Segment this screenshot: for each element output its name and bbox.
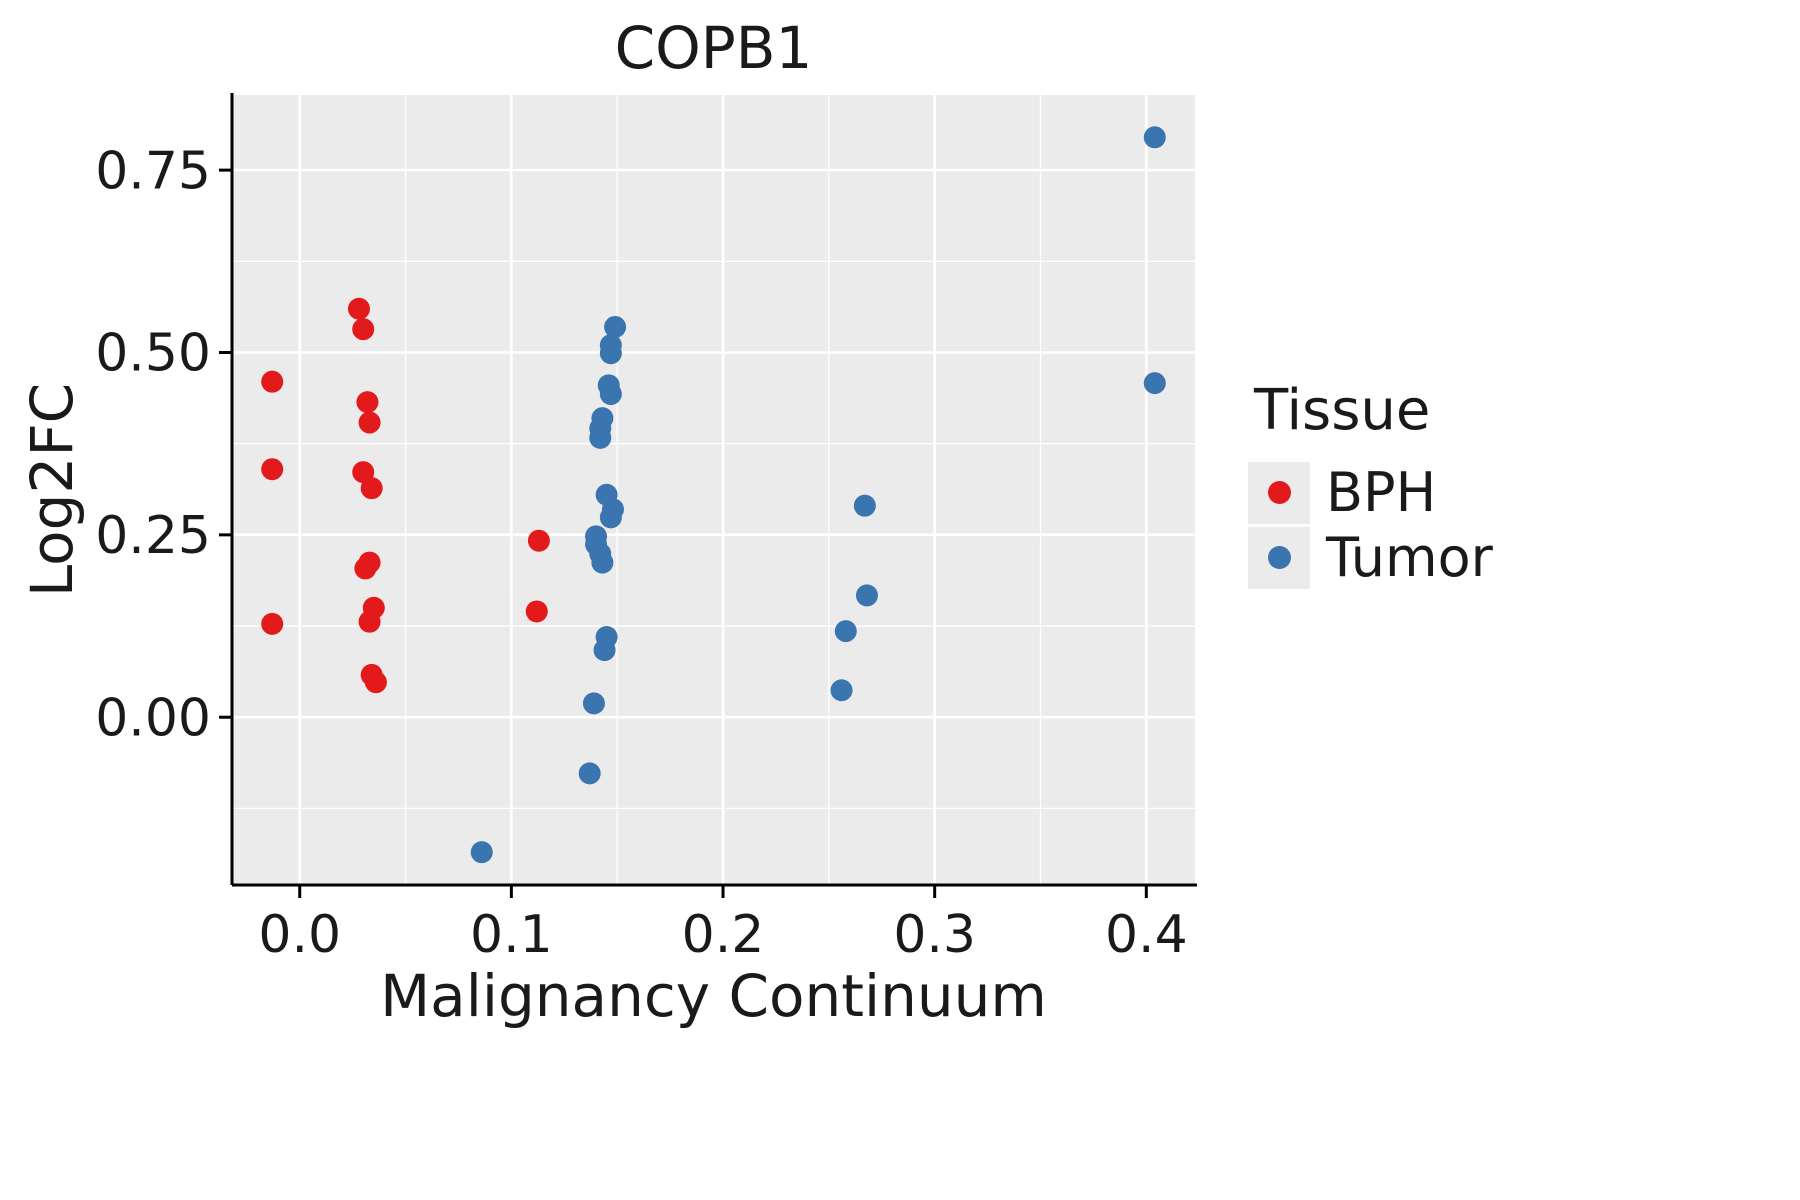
chart-title: COPB1	[614, 14, 813, 82]
data-point-tumor	[830, 679, 853, 702]
data-point-bph	[261, 370, 284, 393]
y-tick-label: 0.50	[95, 324, 211, 384]
data-point-bph	[358, 411, 381, 434]
x-axis-title: Malignancy Continuum	[380, 962, 1047, 1030]
data-point-tumor	[1143, 126, 1166, 149]
bph-point-icon	[1267, 481, 1291, 504]
x-tick-label: 0.0	[258, 905, 341, 965]
data-point-tumor	[599, 342, 622, 365]
data-point-bph	[352, 318, 375, 341]
data-point-tumor	[599, 506, 622, 529]
data-point-bph	[364, 671, 387, 694]
data-point-tumor	[855, 584, 878, 607]
x-tick-label: 0.1	[470, 905, 553, 965]
data-point-bph	[261, 458, 284, 481]
y-tick-label: 0.25	[95, 506, 211, 566]
data-point-bph	[525, 600, 548, 623]
data-point-bph	[527, 529, 550, 552]
data-point-tumor	[853, 494, 876, 517]
data-point-tumor	[591, 551, 614, 574]
x-tick-label: 0.4	[1105, 905, 1188, 965]
data-point-bph	[347, 297, 370, 320]
data-point-tumor	[834, 620, 857, 643]
data-point-tumor	[599, 383, 622, 406]
data-point-tumor	[593, 639, 616, 662]
y-axis-title: Log2FC	[18, 382, 86, 598]
data-point-bph	[360, 477, 383, 500]
y-tick-label: 0.75	[95, 141, 211, 201]
data-point-tumor	[604, 315, 627, 338]
plot-panel	[232, 95, 1195, 885]
data-point-bph	[261, 612, 284, 635]
data-point-tumor	[578, 762, 601, 785]
data-point-bph	[358, 610, 381, 633]
legend-entry-bph: BPH	[1248, 461, 1493, 524]
x-tick-label: 0.3	[893, 905, 976, 965]
legend-key	[1248, 461, 1310, 524]
legend-label: BPH	[1326, 461, 1437, 524]
legend-title: Tissue	[1254, 378, 1431, 443]
data-point-tumor	[470, 841, 493, 864]
legend-key	[1248, 526, 1310, 589]
tumor-point-icon	[1267, 546, 1291, 569]
x-tick-label: 0.2	[682, 905, 765, 965]
legend-label: Tumor	[1326, 526, 1493, 589]
data-point-tumor	[1143, 372, 1166, 395]
data-point-tumor	[582, 692, 605, 715]
data-point-tumor	[589, 426, 612, 449]
data-point-bph	[356, 391, 379, 414]
legend-entry-tumor: Tumor	[1248, 526, 1493, 589]
y-tick-label: 0.00	[95, 688, 211, 748]
data-point-bph	[354, 557, 377, 580]
legend: Tissue BPH Tumor	[1248, 378, 1493, 591]
